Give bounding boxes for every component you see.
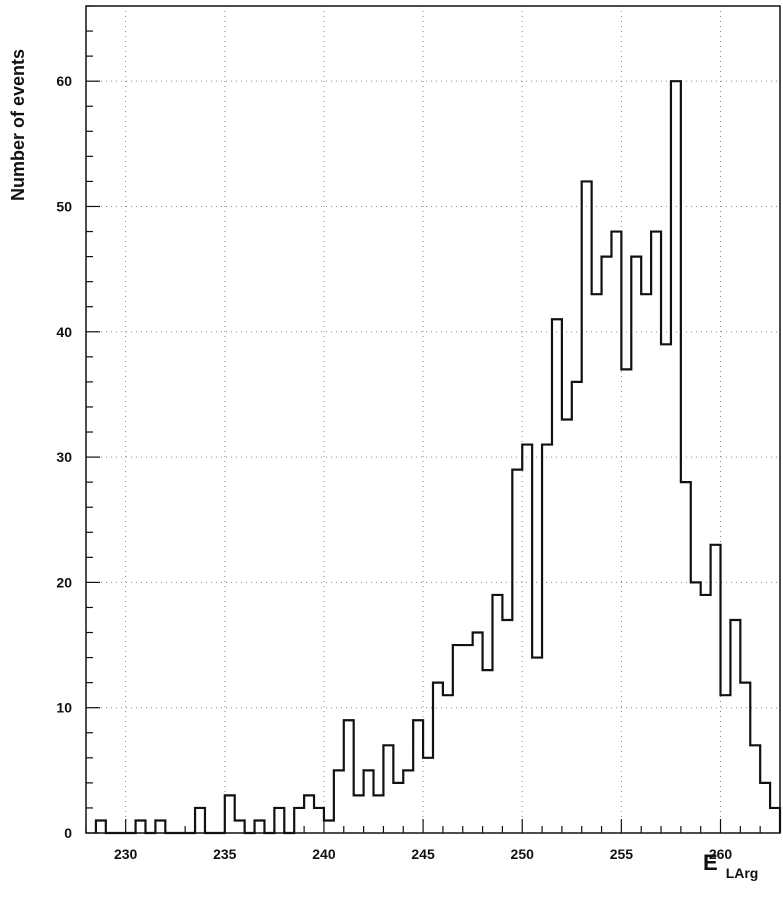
x-tick-label: 250 (511, 846, 535, 862)
y-tick-label: 40 (56, 324, 72, 340)
y-tick-label: 20 (56, 574, 72, 590)
y-axis-title: Number of events (8, 49, 28, 201)
histogram-outline (94, 80, 782, 835)
x-axis-title-subscript: LArg (726, 865, 759, 881)
plot-frame (85, 5, 781, 834)
y-tick-label: 30 (56, 449, 72, 465)
grid-lines (86, 6, 780, 833)
x-tick-label: 235 (213, 846, 237, 862)
x-tick-label: 255 (610, 846, 634, 862)
x-tick-label: 240 (312, 846, 336, 862)
y-tick-label: 60 (56, 73, 72, 89)
y-tick-label: 0 (64, 825, 72, 841)
y-tick-label: 50 (56, 198, 72, 214)
y-tick-label: 10 (56, 700, 72, 716)
x-axis-title: E LArg (703, 850, 758, 881)
x-tick-label: 245 (411, 846, 435, 862)
x-tick-label: 260 (709, 846, 733, 862)
x-tick-labels: 230 235 240 245 250 255 260 (114, 846, 732, 862)
x-tick-label: 230 (114, 846, 138, 862)
x-axis-title-main: E (703, 850, 718, 875)
histogram-bins (96, 81, 780, 833)
y-tick-labels: 0 10 20 30 40 50 60 (56, 73, 72, 841)
